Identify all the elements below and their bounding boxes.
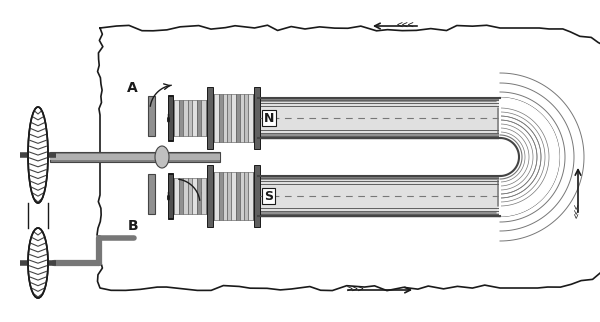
Bar bbox=[218, 94, 223, 142]
Bar bbox=[227, 172, 232, 220]
Bar bbox=[232, 172, 236, 220]
Bar bbox=[244, 94, 248, 142]
Polygon shape bbox=[500, 98, 559, 216]
Bar bbox=[258, 98, 500, 138]
Bar bbox=[170, 178, 175, 214]
Bar bbox=[236, 94, 240, 142]
Bar bbox=[192, 178, 197, 214]
Bar bbox=[188, 100, 192, 136]
Bar bbox=[244, 172, 248, 220]
Bar bbox=[208, 95, 212, 141]
Bar bbox=[248, 94, 253, 142]
Bar bbox=[254, 98, 259, 138]
Ellipse shape bbox=[28, 107, 48, 203]
Ellipse shape bbox=[28, 228, 48, 298]
Bar bbox=[207, 165, 213, 227]
Bar bbox=[184, 178, 188, 214]
Bar bbox=[218, 172, 223, 220]
Bar bbox=[253, 172, 257, 220]
Bar bbox=[201, 178, 206, 214]
Bar bbox=[261, 180, 497, 212]
Bar bbox=[192, 100, 197, 136]
Bar bbox=[248, 172, 253, 220]
Bar bbox=[214, 94, 218, 142]
Bar bbox=[261, 102, 497, 134]
Bar bbox=[175, 178, 179, 214]
Bar bbox=[201, 100, 206, 136]
Bar bbox=[50, 154, 220, 160]
Ellipse shape bbox=[155, 146, 169, 168]
Bar bbox=[208, 173, 212, 219]
Text: A: A bbox=[127, 81, 138, 95]
Bar bbox=[254, 165, 260, 227]
Bar bbox=[227, 94, 232, 142]
Bar bbox=[210, 94, 214, 142]
Bar bbox=[206, 178, 210, 214]
Bar bbox=[254, 87, 260, 149]
Bar bbox=[232, 94, 236, 142]
Text: <<<: <<< bbox=[574, 203, 583, 217]
Bar bbox=[240, 172, 244, 220]
Bar bbox=[236, 172, 240, 220]
Bar bbox=[179, 178, 184, 214]
Bar bbox=[210, 172, 214, 220]
Bar bbox=[197, 100, 201, 136]
Bar bbox=[148, 96, 155, 136]
Text: >>>: >>> bbox=[346, 285, 364, 295]
Bar bbox=[168, 96, 173, 140]
Text: N: N bbox=[264, 111, 274, 125]
Text: S: S bbox=[264, 190, 273, 203]
Bar bbox=[179, 100, 184, 136]
Bar bbox=[50, 152, 220, 162]
Text: B: B bbox=[127, 219, 138, 233]
Bar bbox=[214, 172, 218, 220]
Bar bbox=[184, 100, 188, 136]
Bar bbox=[168, 174, 173, 218]
Bar bbox=[253, 94, 257, 142]
Bar bbox=[258, 176, 500, 216]
Bar bbox=[206, 100, 210, 136]
Bar bbox=[167, 173, 173, 219]
Bar bbox=[207, 87, 213, 149]
Bar bbox=[223, 94, 227, 142]
Bar bbox=[197, 178, 201, 214]
Bar bbox=[223, 172, 227, 220]
Bar bbox=[148, 174, 155, 214]
Bar bbox=[240, 94, 244, 142]
Bar bbox=[170, 100, 175, 136]
Text: <<<: <<< bbox=[396, 21, 414, 31]
Polygon shape bbox=[500, 98, 518, 216]
Bar bbox=[188, 178, 192, 214]
Bar bbox=[175, 100, 179, 136]
Bar bbox=[167, 95, 173, 141]
Bar bbox=[254, 176, 259, 216]
